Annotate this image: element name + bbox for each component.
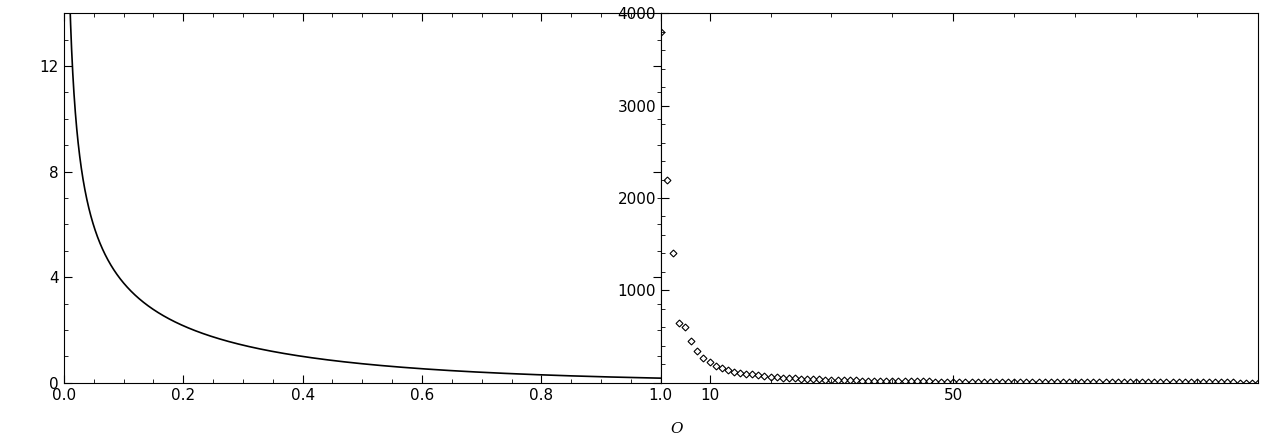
Text: O: O (670, 422, 683, 436)
